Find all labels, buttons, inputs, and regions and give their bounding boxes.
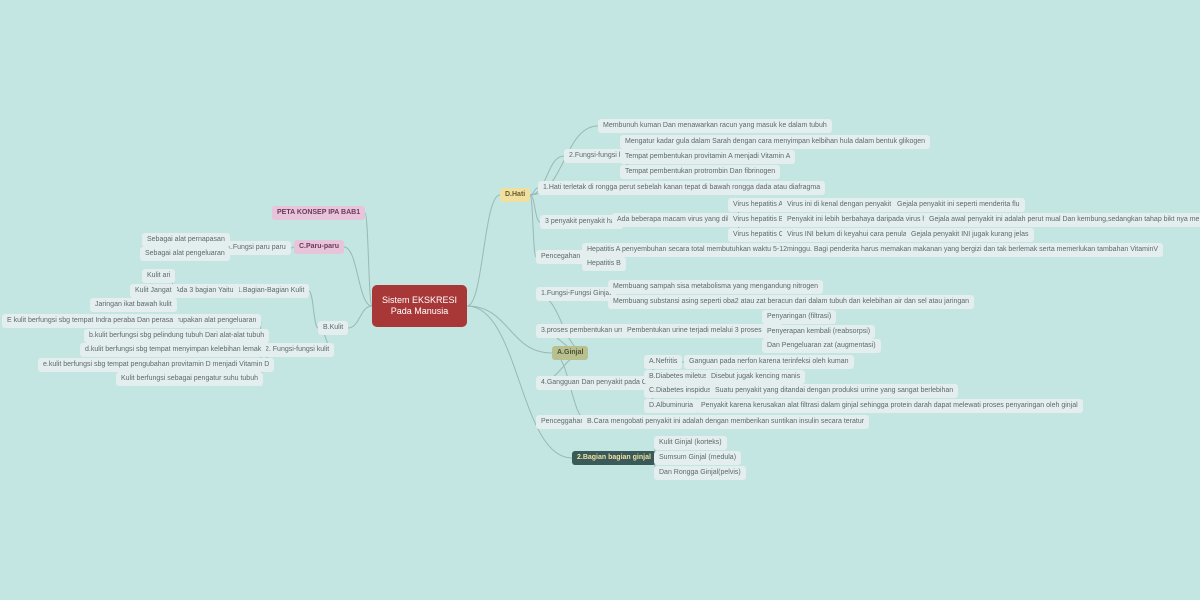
node-hati2b: Tempat pembentukan provitamin A menjadi … — [620, 150, 795, 164]
node-hati_t: Membunuh kuman Dan menawarkan racun yang… — [598, 119, 832, 133]
node-bag1: Kulit Ginjal (korteks) — [654, 436, 727, 450]
node-hati3a: Virus hepatitis A — [728, 198, 788, 212]
node-peta: PETA KONSEP IPA BAB1 — [272, 206, 365, 220]
node-kulit2b: b.kulit berfungsi sbg pelindung tubuh Da… — [84, 329, 269, 343]
node-g3a2: Penyerapan kembali (reabsorpsi) — [762, 325, 875, 339]
node-hati2c: Tempat pembentukan protrombin Dan fibrin… — [620, 165, 780, 179]
node-g3a1: Penyaringan (filtrasi) — [762, 310, 836, 324]
node-g4b1: Disebut jugak kencing manis — [706, 370, 805, 384]
node-hati1: 1.Hati terletak di rongga perut sebelah … — [538, 181, 825, 195]
node-g3a: Pembentukan urine terjadi melalui 3 pros… — [622, 324, 783, 338]
node-bag: 2.Bagian bagian ginjal — [572, 451, 656, 465]
node-bag2: Sumsum Ginjal (medula) — [654, 451, 741, 465]
node-hati3a2: Gejala penyakit ini seperti menderita fl… — [892, 198, 1025, 212]
node-kulit2: 2. Fungsi-fungsi kulit — [260, 343, 334, 357]
node-hati3c: Virus hepatitis C — [728, 228, 789, 242]
node-kulit1a1: Kulit ari — [142, 269, 175, 283]
node-ginjal: A.Ginjal — [552, 346, 588, 360]
node-kulit2a1: E kulit berfungsi sbg tempat Indra perab… — [2, 314, 178, 328]
node-g4d1: Penyakit karena kerusakan alat filtrasi … — [696, 399, 1083, 413]
node-g4a: A.Nefritis — [644, 355, 682, 369]
node-g3a3: Dan Pengeluaran zat (augmentasi) — [762, 339, 881, 353]
node-g4b: B.Diabetes miletus — [644, 370, 712, 384]
node-paru: C.Paru-paru — [294, 240, 344, 254]
node-kulit1a: Ada 3 bagian Yaitu — [170, 284, 239, 298]
node-paru1a: Sebagai alat pernapasan — [142, 233, 230, 247]
node-g5a: B.Cara mengobati penyakit ini adalah den… — [582, 415, 869, 429]
node-g1a: Membuang sampah sisa metabolisma yang me… — [608, 280, 823, 294]
node-hati3c2: Gejala penyakit INI jugak kurang jelas — [906, 228, 1034, 242]
node-kulit: B.Kulit — [318, 321, 348, 335]
center-node: Sistem EKSKRESI Pada Manusia — [372, 285, 467, 327]
node-hati3: 3 penyakit penyakit hati — [540, 215, 623, 229]
node-hati4b: Hepatitis B — [582, 257, 626, 271]
node-hati2a: Mengatur kadar gula dalam Sarah dengan c… — [620, 135, 930, 149]
node-g4c: C.Diabetes inspidus — [644, 384, 716, 398]
node-paru1: 1.Fungsi paru paru — [222, 241, 291, 255]
node-hati3b2: Gejala awal penyakit ini adalah perut mu… — [924, 213, 1200, 227]
node-hati4a: Hepatitis A penyembuhan secara total mem… — [582, 243, 1163, 257]
node-hati3b: Virus hepatitis B — [728, 213, 788, 227]
node-paru1b: Sebagai alat pengeluaran — [140, 247, 230, 261]
node-hati4: Pencegahan — [536, 250, 585, 264]
node-g4c1: Suatu penyakit yang ditandai dengan prod… — [710, 384, 958, 398]
node-g1b: Membuang substansi asing seperti oba2 at… — [608, 295, 974, 309]
node-g4a1: Ganguan pada nerfon karena terinfeksi ol… — [684, 355, 854, 369]
node-kulit2e: Kulit berfungsi sebagai pengatur suhu tu… — [116, 372, 263, 386]
node-kulit1a2: Kulit Jangat — [130, 284, 177, 298]
node-g1: 1.Fungsi-Fungsi Ginjal — [536, 287, 616, 301]
node-kulit1: 1.Bagian-Bagian Kulit — [232, 284, 309, 298]
node-bag3: Dan Rongga Ginjal(pelvis) — [654, 466, 746, 480]
node-kulit2d: e.kulit berfungsi sbg tempat pengubahan … — [38, 358, 274, 372]
node-kulit1a3: Jaringan ikat bawah kulit — [90, 298, 177, 312]
node-kulit2c: d.kulit berfungsi sbg tempat menyimpan k… — [80, 343, 266, 357]
node-hati: D.Hati — [500, 188, 530, 202]
node-g4d: D.Albuminuria — [644, 399, 698, 413]
